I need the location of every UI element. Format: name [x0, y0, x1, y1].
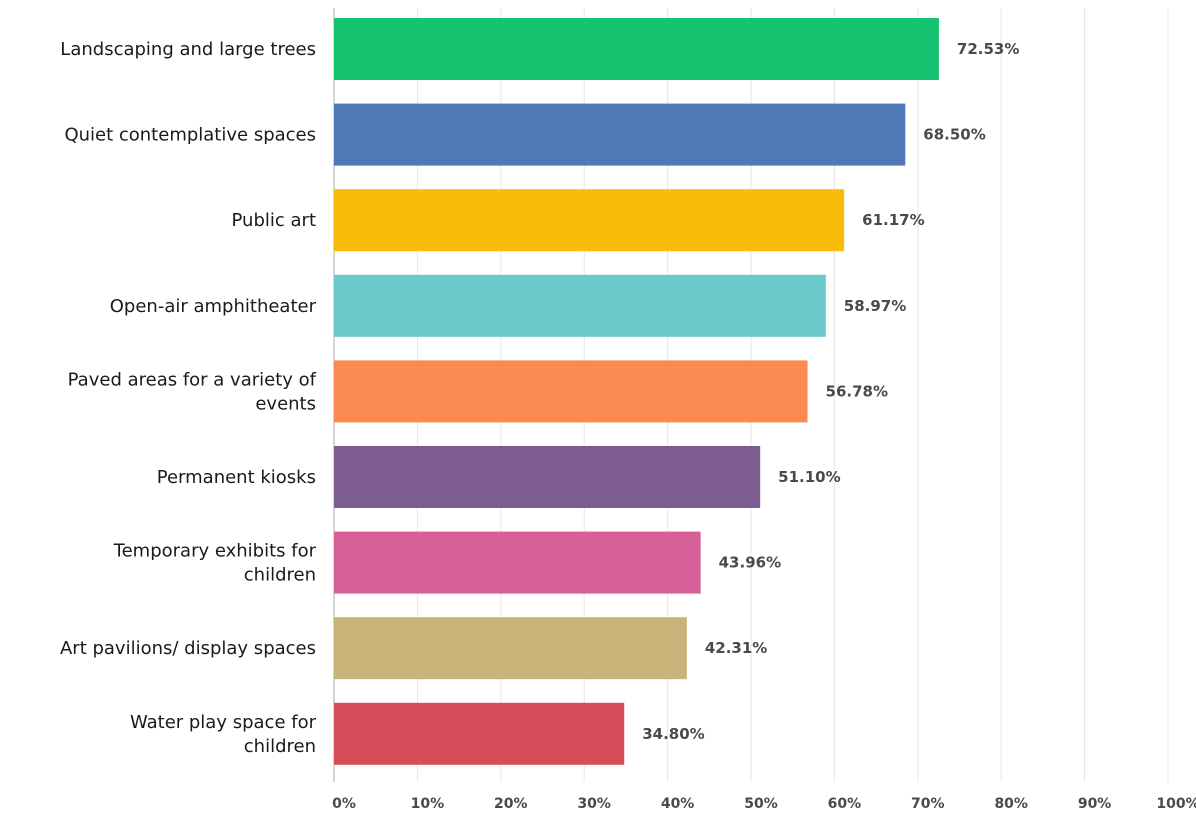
category-label: Temporary exhibits for children — [113, 541, 317, 586]
bar — [334, 103, 906, 166]
x-tick-label: 0% — [332, 796, 356, 812]
category-label: Public art — [232, 210, 316, 231]
category-label: Quiet contemplative spaces — [64, 125, 316, 146]
bar — [334, 702, 625, 765]
bar — [334, 531, 701, 594]
bar — [334, 617, 687, 680]
bar — [334, 446, 761, 508]
bar-value-label: 42.31% — [705, 639, 767, 657]
bar — [334, 274, 826, 337]
bar-value-label: 68.50% — [923, 126, 985, 144]
bar — [334, 189, 845, 252]
x-tick-label: 80% — [994, 796, 1028, 812]
x-tick-label: 60% — [828, 796, 862, 812]
bars — [334, 18, 939, 765]
bar-value-label: 58.97% — [844, 297, 906, 315]
x-tick-label: 100% — [1156, 796, 1196, 812]
bar-value-label: 43.96% — [719, 554, 781, 572]
bar-value-label: 56.78% — [826, 382, 888, 400]
value-labels: 72.53% 68.50% 61.17% 58.97% 56.78% 51.10% 43.9… — [642, 40, 1019, 743]
bar-value-label: 72.53% — [957, 40, 1019, 58]
bar — [334, 360, 808, 423]
category-labels: Landscaping and large trees Quiet contemp… — [60, 39, 317, 757]
category-label: Water play space for children — [130, 712, 317, 757]
x-tick-label: 50% — [744, 796, 778, 812]
bar-value-label: 61.17% — [862, 211, 924, 229]
x-axis-ticks: 0% 10% 20% 30% 40% 50% 60% 70% 80% 90% 100% — [332, 796, 1196, 812]
bar-value-label: 34.80% — [642, 725, 704, 743]
x-tick-label: 10% — [411, 796, 445, 812]
x-tick-label: 30% — [577, 796, 611, 812]
category-label: Art pavilions/ display spaces — [60, 638, 316, 659]
category-label: Landscaping and large trees — [60, 39, 316, 60]
x-tick-label: 40% — [661, 796, 695, 812]
x-tick-label: 90% — [1078, 796, 1112, 812]
bar-value-label: 51.10% — [778, 468, 840, 486]
x-tick-label: 20% — [494, 796, 528, 812]
bar — [334, 18, 939, 80]
category-label: Permanent kiosks — [157, 467, 316, 488]
x-tick-label: 70% — [911, 796, 945, 812]
category-label: Open-air amphitheater — [110, 296, 317, 317]
category-label: Paved areas for a variety of events — [68, 369, 317, 414]
